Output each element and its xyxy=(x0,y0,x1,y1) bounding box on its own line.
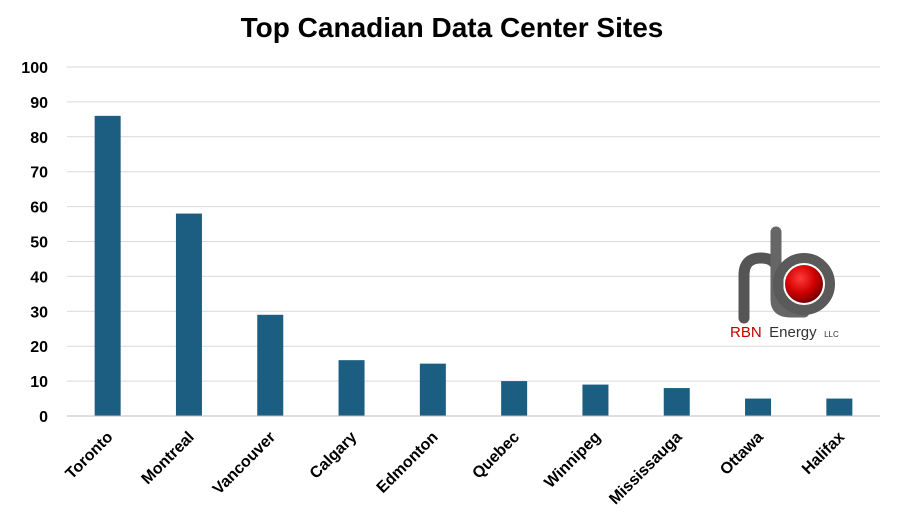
y-tick-label: 40 xyxy=(30,269,48,286)
x-tick-label-halifax: Halifax xyxy=(799,429,848,478)
x-tick-label-toronto: Toronto xyxy=(63,429,117,483)
bar-edmonton xyxy=(419,363,446,416)
rbn-logo: RBN Energy LLC xyxy=(730,226,839,341)
x-tick-label-mississauga: Mississauga xyxy=(606,429,685,508)
bars xyxy=(94,115,853,417)
logo-brand-text: RBN xyxy=(730,324,762,341)
logo-name-text: Energy xyxy=(769,324,817,341)
y-tick-label: 80 xyxy=(30,130,48,147)
bar-calgary xyxy=(338,360,365,416)
bar-quebec xyxy=(501,381,528,416)
y-tick-label: 50 xyxy=(30,235,48,252)
y-tick-label: 10 xyxy=(30,374,48,391)
x-tick-label-vancouver: Vancouver xyxy=(210,429,279,498)
y-tick-label: 100 xyxy=(21,60,48,77)
bar-montreal xyxy=(175,213,202,416)
y-tick-label: 0 xyxy=(39,409,48,426)
x-axis-ticks: Toronto Montreal Vancouver Calgary Edmonton Q… xyxy=(63,429,849,508)
chart-title: Top Canadian Data Center Sites xyxy=(241,12,664,43)
y-tick-label: 90 xyxy=(30,95,48,112)
y-tick-label: 30 xyxy=(30,304,48,321)
y-axis-ticks: 0 10 20 30 40 50 60 70 80 90 100 xyxy=(21,60,48,426)
svg-text:RBN Energy LLC: RBN Energy LLC xyxy=(730,324,839,341)
y-tick-label: 60 xyxy=(30,200,48,217)
bar-toronto xyxy=(94,115,121,417)
bar-halifax xyxy=(826,398,853,416)
bar-winnipeg xyxy=(582,384,609,416)
gridlines xyxy=(67,66,880,382)
x-tick-label-winnipeg: Winnipeg xyxy=(541,429,604,492)
bar-mississauga xyxy=(663,388,690,416)
y-tick-label: 20 xyxy=(30,339,48,356)
bar-ottawa xyxy=(745,398,772,416)
logo-suffix-text: LLC xyxy=(824,330,839,339)
x-tick-label-edmonton: Edmonton xyxy=(374,429,442,497)
y-tick-label: 70 xyxy=(30,165,48,182)
rbn-pipe-logo-icon xyxy=(738,226,835,324)
x-tick-label-ottawa: Ottawa xyxy=(717,429,767,479)
x-tick-label-quebec: Quebec xyxy=(469,429,523,483)
x-tick-label-calgary: Calgary xyxy=(307,429,361,483)
bar-vancouver xyxy=(257,314,284,416)
x-tick-label-montreal: Montreal xyxy=(139,429,198,488)
